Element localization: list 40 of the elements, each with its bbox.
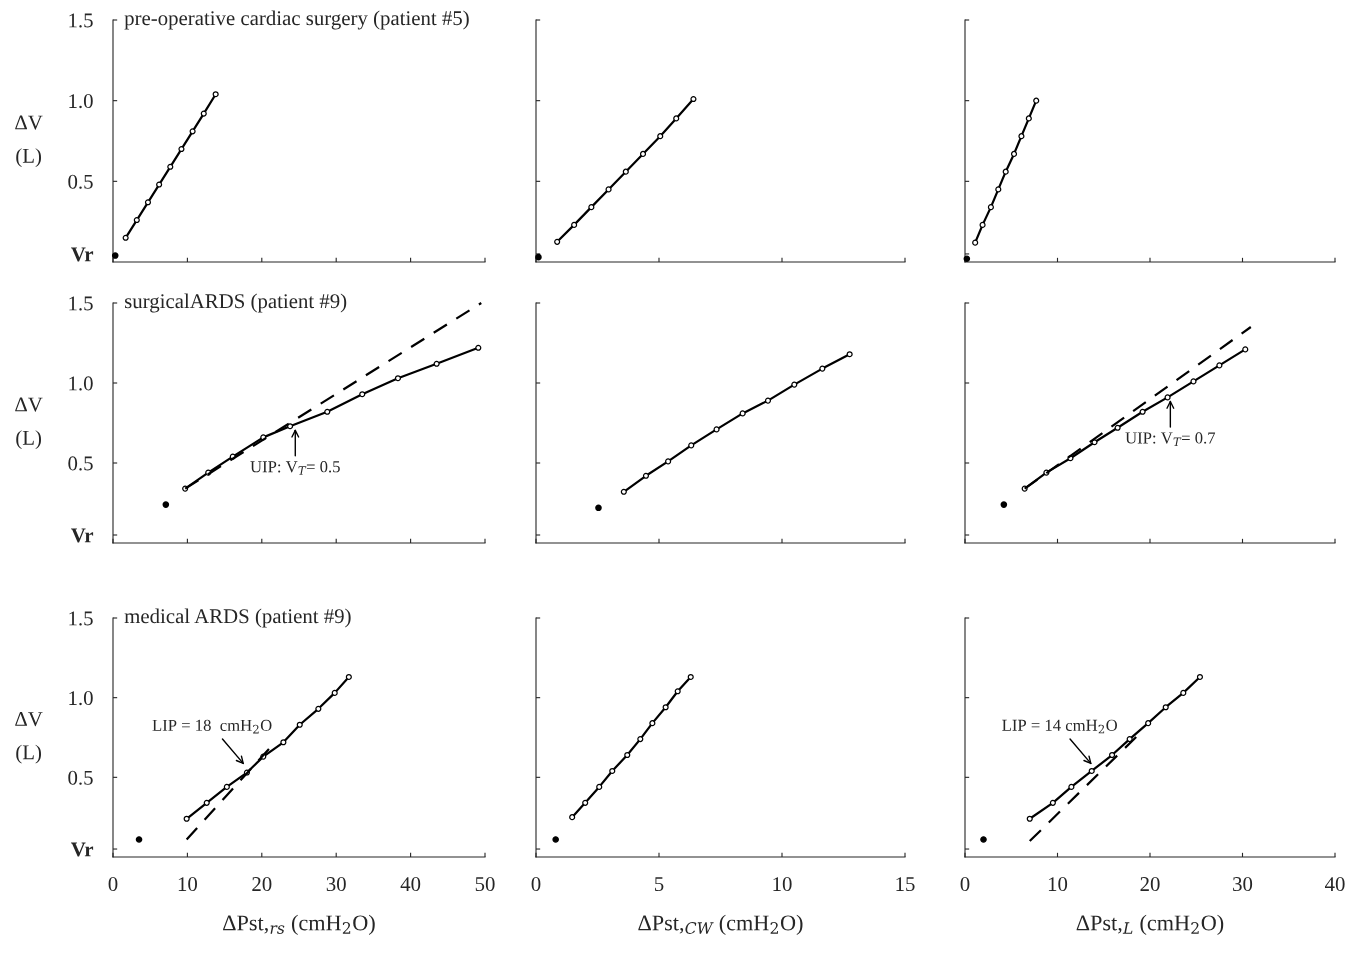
x-tick-label: 0 (531, 877, 541, 892)
x-axis-title: ΔPst,$_{rs}$ (cmH$_{2}$O) (223, 914, 375, 935)
x-tick-label: 20 (1140, 877, 1160, 892)
x-tick-label: 50 (475, 877, 495, 892)
y-tick-label: Vr (71, 842, 94, 857)
chart-title: surgicalARDS (patient #9) (125, 293, 347, 313)
x-tick-label: 10 (178, 877, 198, 892)
x-tick-label: 5 (655, 877, 664, 892)
y-tick-label: 1.5 (69, 296, 93, 311)
y-tick-label: 0.5 (68, 770, 93, 785)
y-axis-title: ΔV (L) (15, 115, 43, 168)
x-axis-title: ΔPst,$_{L}$ (cmH$_{2}$O) (1076, 914, 1224, 935)
annotation: LIP = 14 cmH$_{2}$O (1002, 719, 1118, 734)
x-tick-label: 10 (1048, 877, 1068, 892)
x-tick-label: 40 (1324, 877, 1345, 892)
x-tick-label: 20 (252, 877, 272, 892)
chart-title: medical ARDS (patient #9) (124, 608, 351, 628)
x-tick-label: 15 (896, 877, 915, 892)
x-tick-label: 30 (326, 877, 346, 892)
x-tick-label: 0 (960, 877, 970, 892)
y-tick-label: 1.0 (69, 691, 93, 706)
annotation: UIP: V$_{T}$= 0.7 (1125, 432, 1216, 446)
x-tick-label: 0 (108, 877, 118, 892)
y-axis-title: ΔV (L) (15, 712, 43, 764)
y-axis-title: ΔV (L) (15, 397, 43, 450)
y-tick-label: 1.5 (69, 611, 93, 626)
annotation: LIP = 18 cmH$_{2}$O (152, 719, 272, 734)
x-axis-title: ΔPst,$_{CW}$ (cmH$_{2}$O) (638, 914, 803, 935)
x-tick-label: 40 (400, 877, 421, 892)
y-tick-label: 0.5 (68, 174, 93, 189)
chart-title: pre-operative cardiac surgery (patient #5) (124, 10, 469, 30)
annotation: UIP: V$_{T}$= 0.5 (250, 461, 340, 475)
y-tick-label: 1.5 (69, 13, 93, 28)
x-tick-label: 10 (773, 877, 792, 892)
y-tick-label: Vr (71, 528, 94, 543)
y-tick-label: 1.0 (69, 376, 93, 391)
y-tick-label: 1.0 (69, 94, 93, 109)
y-tick-label: 0.5 (68, 456, 93, 471)
y-tick-label: Vr (71, 247, 94, 262)
x-tick-label: 30 (1233, 877, 1253, 892)
